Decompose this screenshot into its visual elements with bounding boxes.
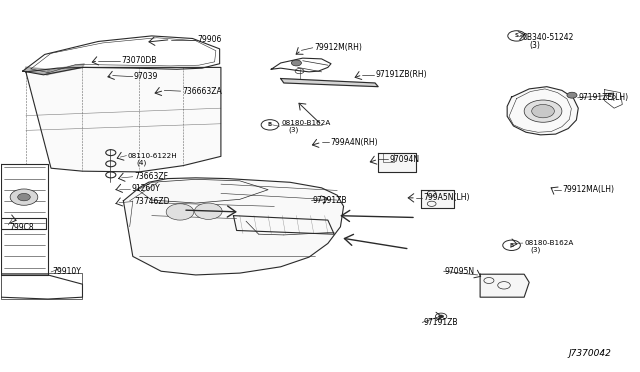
Text: J7370042: J7370042 <box>568 349 611 358</box>
Polygon shape <box>507 87 579 135</box>
Text: 736663ZA: 736663ZA <box>182 87 221 96</box>
Circle shape <box>166 204 194 220</box>
Text: 97191ZE(LH): 97191ZE(LH) <box>579 93 628 102</box>
Text: B: B <box>509 243 514 248</box>
Text: 91260Y: 91260Y <box>132 185 160 193</box>
Polygon shape <box>378 153 416 172</box>
Text: 73746ZD: 73746ZD <box>134 197 170 206</box>
Text: (3): (3) <box>529 41 540 50</box>
Text: (3): (3) <box>289 126 299 133</box>
Text: 97191ZB: 97191ZB <box>424 318 458 327</box>
Polygon shape <box>421 190 454 208</box>
Text: 97039: 97039 <box>134 72 158 81</box>
Polygon shape <box>46 64 84 75</box>
Text: 0B340-51242: 0B340-51242 <box>523 33 574 42</box>
Text: 799A5N(LH): 799A5N(LH) <box>424 193 470 202</box>
Circle shape <box>10 189 38 205</box>
Circle shape <box>524 100 562 122</box>
Polygon shape <box>281 78 378 87</box>
Text: 97094N: 97094N <box>390 155 420 164</box>
Text: 799C8: 799C8 <box>10 223 34 232</box>
Polygon shape <box>480 274 529 297</box>
Circle shape <box>18 193 30 201</box>
Polygon shape <box>26 67 221 172</box>
Text: 79912M(RH): 79912M(RH) <box>314 43 362 52</box>
Circle shape <box>195 203 222 219</box>
Text: 73070DB: 73070DB <box>122 56 157 65</box>
Text: 73663ZF: 73663ZF <box>134 172 168 181</box>
Text: 97191ZB(RH): 97191ZB(RH) <box>375 70 427 79</box>
Text: B: B <box>268 122 272 127</box>
Circle shape <box>567 92 577 98</box>
Text: S: S <box>515 33 518 38</box>
Circle shape <box>438 315 444 318</box>
Text: 08110-6122H: 08110-6122H <box>128 153 177 158</box>
Text: 799A4N(RH): 799A4N(RH) <box>330 138 378 147</box>
Circle shape <box>291 60 301 66</box>
Text: 97191ZB: 97191ZB <box>313 196 348 205</box>
Text: 08180-B162A: 08180-B162A <box>282 120 331 126</box>
Text: 97095N: 97095N <box>445 267 475 276</box>
Circle shape <box>532 105 554 118</box>
Text: 79906: 79906 <box>197 35 221 44</box>
Text: (3): (3) <box>531 247 541 253</box>
Text: 79912MA(LH): 79912MA(LH) <box>562 185 614 194</box>
Polygon shape <box>24 67 50 75</box>
Text: 79910Y: 79910Y <box>52 267 81 276</box>
Polygon shape <box>124 178 344 275</box>
Text: 08180-B162A: 08180-B162A <box>524 240 573 246</box>
Text: (4): (4) <box>136 159 147 166</box>
